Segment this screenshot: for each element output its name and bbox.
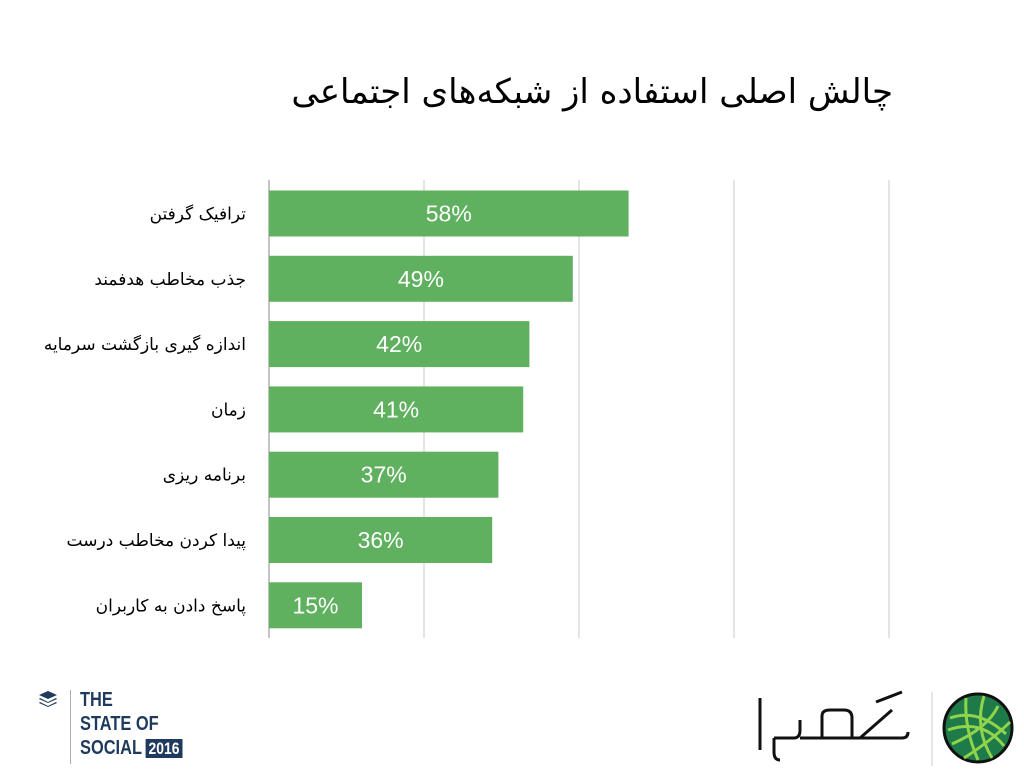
category-label: برنامه ریزی [163, 466, 246, 486]
category-label: پیدا کردن مخاطب درست [67, 531, 247, 551]
category-label: جذب مخاطب هدفمند [94, 270, 246, 290]
category-label: اندازه گیری بازگشت سرمایه [44, 334, 246, 355]
logo-divider [70, 690, 71, 764]
bar [269, 386, 524, 433]
chart-title: چالش اصلی استفاده از شبکه‌های اجتماعی [291, 72, 893, 112]
data-label: 36% [358, 527, 404, 553]
data-label: 37% [361, 462, 407, 488]
layers-icon [39, 691, 57, 707]
logo-line: SOCIAL [80, 737, 142, 759]
kamva-wordmark [758, 690, 910, 762]
bar-chart: 58% ترافیک گرفتن 49% جذب مخاطب هدفمند 42% اند… [44, 180, 890, 638]
category-label: ترافیک گرفتن [150, 204, 247, 225]
data-label: 15% [292, 592, 338, 618]
bar [269, 190, 629, 237]
data-label: 41% [373, 396, 419, 422]
logo-year: 2016 [145, 739, 183, 758]
state-of-social-logo: THE STATE OF SOCIAL 2016 [38, 689, 183, 764]
logo-line: STATE OF [80, 713, 159, 735]
data-label: 42% [376, 331, 422, 357]
bar [269, 255, 573, 302]
kamva-logo [752, 688, 1022, 772]
category-label: زمان [211, 400, 246, 420]
bar [269, 321, 530, 368]
yarn-ball-icon [942, 692, 1014, 764]
category-label: پاسخ دادن به کاربران [96, 596, 247, 616]
data-label: 49% [398, 266, 444, 292]
bar [269, 451, 499, 498]
bar [269, 582, 362, 629]
data-label: 58% [426, 201, 472, 227]
bar [269, 517, 493, 563]
logo-line: THE [80, 689, 113, 711]
